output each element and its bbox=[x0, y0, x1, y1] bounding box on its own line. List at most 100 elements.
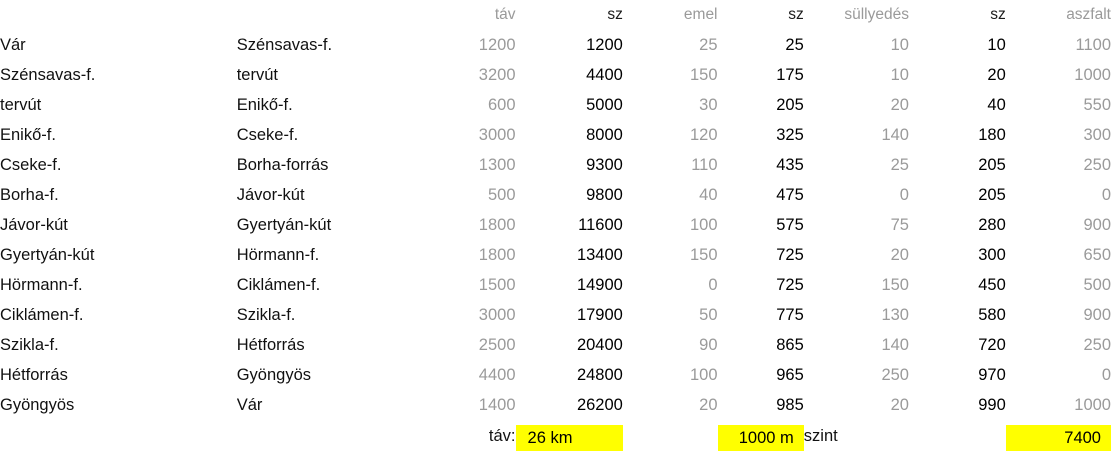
cell-asphalt[interactable]: 0 bbox=[1101, 186, 1111, 204]
cell-distance[interactable]: 1300 bbox=[478, 156, 516, 174]
cell-ascent-cumulative[interactable]: 475 bbox=[776, 186, 804, 204]
cell-ascent[interactable]: 40 bbox=[699, 186, 718, 204]
cell-to[interactable]: Hétforrás bbox=[236, 336, 305, 354]
cell-ascent[interactable]: 100 bbox=[689, 366, 718, 384]
cell-ascent[interactable]: 110 bbox=[691, 156, 718, 174]
cell-ascent-cumulative[interactable]: 725 bbox=[776, 246, 804, 264]
cell-ascent[interactable]: 25 bbox=[699, 36, 718, 54]
cell-descent-cumulative[interactable]: 580 bbox=[978, 306, 1006, 324]
cell-asphalt[interactable]: 1000 bbox=[1074, 396, 1111, 414]
cell-to[interactable]: Hörmann-f. bbox=[236, 246, 320, 264]
cell-distance-cumulative[interactable]: 20400 bbox=[576, 336, 623, 354]
cell-ascent[interactable]: 90 bbox=[699, 336, 718, 354]
cell-ascent-cumulative[interactable]: 175 bbox=[776, 66, 804, 84]
cell-ascent[interactable]: 120 bbox=[689, 126, 718, 144]
cell-distance[interactable]: 2500 bbox=[478, 336, 516, 354]
cell-distance-cumulative[interactable]: 24800 bbox=[576, 366, 623, 384]
cell-to[interactable]: Szénsavas-f. bbox=[236, 36, 333, 54]
cell-descent-cumulative[interactable]: 40 bbox=[987, 96, 1006, 114]
cell-descent-cumulative[interactable]: 720 bbox=[978, 336, 1006, 354]
cell-distance-cumulative[interactable]: 26200 bbox=[576, 396, 623, 414]
cell-descent[interactable]: 75 bbox=[890, 216, 909, 234]
cell-descent[interactable]: 20 bbox=[890, 396, 909, 414]
cell-descent-cumulative[interactable]: 10 bbox=[987, 36, 1006, 54]
cell-asphalt[interactable]: 1000 bbox=[1074, 66, 1111, 84]
cell-distance-cumulative[interactable]: 5000 bbox=[586, 96, 623, 114]
cell-asphalt[interactable]: 500 bbox=[1083, 276, 1111, 294]
cell-from[interactable]: Gyertyán-kút bbox=[0, 246, 95, 264]
cell-descent[interactable]: 250 bbox=[881, 366, 909, 384]
cell-from[interactable]: Szénsavas-f. bbox=[0, 66, 96, 84]
cell-to[interactable]: Jávor-kút bbox=[236, 186, 305, 204]
cell-to[interactable]: Gyöngyös bbox=[236, 366, 312, 384]
cell-from[interactable]: Gyöngyös bbox=[0, 396, 75, 414]
cell-distance[interactable]: 1500 bbox=[478, 276, 516, 294]
cell-from[interactable]: Borha-f. bbox=[0, 186, 59, 204]
cell-ascent-cumulative[interactable]: 725 bbox=[776, 276, 804, 294]
cell-distance[interactable]: 3200 bbox=[478, 66, 516, 84]
cell-distance-cumulative[interactable]: 4400 bbox=[586, 66, 623, 84]
cell-from[interactable]: Ciklámen-f. bbox=[0, 306, 84, 324]
cell-distance-cumulative[interactable]: 14900 bbox=[576, 276, 623, 294]
cell-distance-cumulative[interactable]: 9300 bbox=[586, 156, 623, 174]
cell-distance[interactable]: 1200 bbox=[478, 36, 516, 54]
cell-distance-cumulative[interactable]: 1200 bbox=[586, 36, 623, 54]
cell-ascent-cumulative[interactable]: 775 bbox=[776, 306, 804, 324]
cell-asphalt[interactable]: 650 bbox=[1083, 246, 1111, 264]
cell-descent-cumulative[interactable]: 300 bbox=[978, 246, 1006, 264]
cell-ascent-cumulative[interactable]: 25 bbox=[785, 36, 804, 54]
cell-distance-cumulative[interactable]: 13400 bbox=[576, 246, 623, 264]
cell-ascent[interactable]: 150 bbox=[689, 246, 718, 264]
cell-descent-cumulative[interactable]: 450 bbox=[978, 276, 1006, 294]
cell-distance-cumulative[interactable]: 17900 bbox=[576, 306, 623, 324]
cell-descent-cumulative[interactable]: 970 bbox=[978, 366, 1006, 384]
cell-ascent-cumulative[interactable]: 575 bbox=[776, 216, 804, 234]
cell-ascent-cumulative[interactable]: 205 bbox=[776, 96, 804, 114]
cell-from[interactable]: Cseke-f. bbox=[0, 156, 62, 174]
cell-asphalt[interactable]: 0 bbox=[1101, 366, 1111, 384]
cell-distance[interactable]: 3000 bbox=[478, 126, 516, 144]
cell-ascent-cumulative[interactable]: 865 bbox=[776, 336, 804, 354]
cell-distance-cumulative[interactable]: 11600 bbox=[578, 216, 623, 234]
footer-total-distance-cell[interactable]: 26 km bbox=[515, 420, 623, 451]
cell-from[interactable]: Vár bbox=[0, 36, 26, 54]
cell-descent-cumulative[interactable]: 20 bbox=[987, 66, 1006, 84]
cell-descent-cumulative[interactable]: 205 bbox=[978, 156, 1006, 174]
cell-asphalt[interactable]: 550 bbox=[1083, 96, 1111, 114]
cell-descent[interactable]: 140 bbox=[881, 336, 909, 354]
cell-asphalt[interactable]: 300 bbox=[1083, 126, 1111, 144]
cell-to[interactable]: Gyertyán-kút bbox=[236, 216, 332, 234]
cell-from[interactable]: Enikő-f. bbox=[0, 126, 56, 144]
cell-distance[interactable]: 3000 bbox=[478, 306, 516, 324]
cell-asphalt[interactable]: 250 bbox=[1083, 156, 1111, 174]
cell-from[interactable]: Jávor-kút bbox=[0, 216, 68, 234]
cell-ascent[interactable]: 150 bbox=[689, 66, 718, 84]
cell-distance[interactable]: 500 bbox=[487, 186, 516, 204]
cell-from[interactable]: Hétforrás bbox=[0, 366, 68, 384]
cell-to[interactable]: Cseke-f. bbox=[236, 126, 299, 144]
cell-from[interactable]: tervút bbox=[0, 96, 42, 114]
cell-distance[interactable]: 600 bbox=[487, 96, 516, 114]
cell-descent[interactable]: 10 bbox=[890, 66, 909, 84]
cell-from[interactable]: Szikla-f. bbox=[0, 336, 59, 354]
cell-to[interactable]: Enikő-f. bbox=[236, 96, 293, 114]
cell-descent[interactable]: 130 bbox=[881, 306, 909, 324]
cell-distance[interactable]: 1800 bbox=[478, 216, 516, 234]
cell-distance[interactable]: 1800 bbox=[478, 246, 516, 264]
cell-descent-cumulative[interactable]: 205 bbox=[978, 186, 1006, 204]
cell-ascent[interactable]: 50 bbox=[699, 306, 718, 324]
cell-distance[interactable]: 4400 bbox=[478, 366, 516, 384]
cell-asphalt[interactable]: 900 bbox=[1083, 306, 1111, 324]
cell-ascent[interactable]: 100 bbox=[689, 216, 718, 234]
cell-ascent[interactable]: 20 bbox=[699, 396, 718, 414]
cell-distance-cumulative[interactable]: 9800 bbox=[586, 186, 623, 204]
cell-to[interactable]: Borha-forrás bbox=[236, 156, 329, 174]
cell-asphalt[interactable]: 1100 bbox=[1075, 36, 1111, 54]
footer-total-asphalt-cell[interactable]: 7400 bbox=[1005, 420, 1111, 451]
cell-to[interactable]: tervút bbox=[236, 66, 278, 84]
cell-descent[interactable]: 10 bbox=[890, 36, 909, 54]
cell-distance[interactable]: 1400 bbox=[478, 396, 516, 414]
cell-ascent[interactable]: 0 bbox=[708, 276, 718, 294]
cell-ascent-cumulative[interactable]: 325 bbox=[776, 126, 804, 144]
cell-asphalt[interactable]: 900 bbox=[1083, 216, 1111, 234]
